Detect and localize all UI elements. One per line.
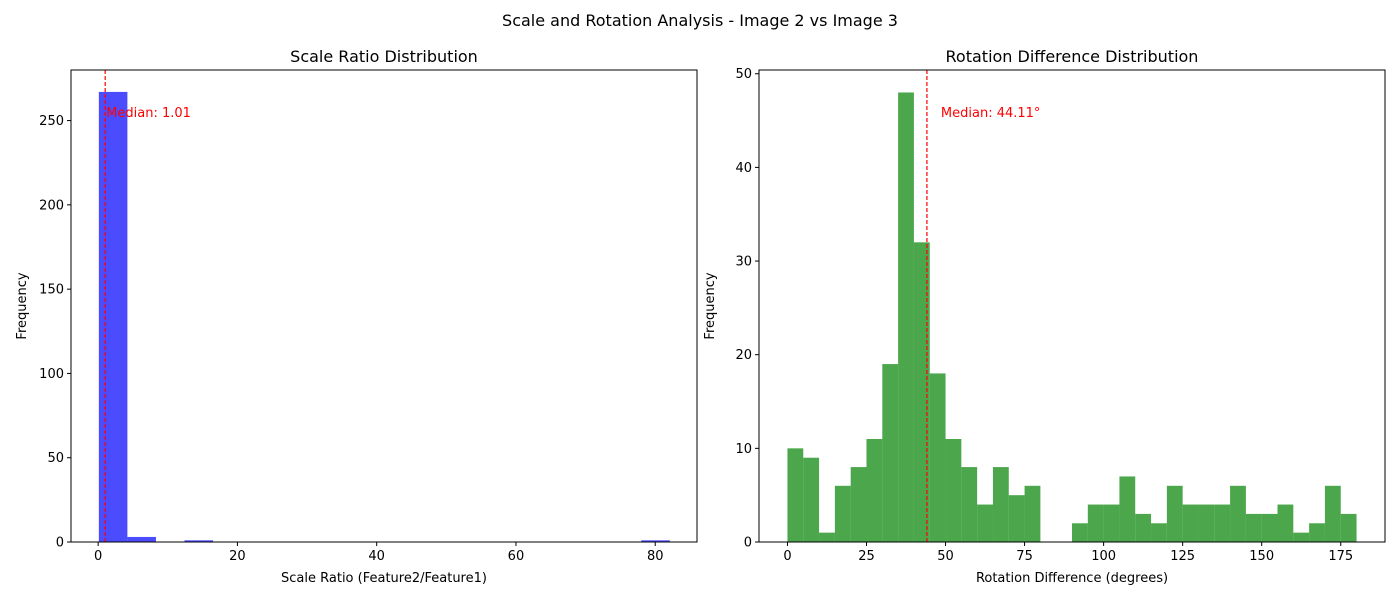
histogram-bar [1008,495,1025,542]
scale-ratio-chart: Median: 1.01 0 20 40 60 80 0 50 100 150 200 250 Scal… [15,47,698,586]
x-tick-label: 25 [858,549,875,564]
histogram-bar [1340,513,1357,542]
histogram-bar [1214,504,1231,542]
histogram-bar [1119,476,1136,542]
y-axis-label: Frequency [15,272,30,339]
histogram-bar [819,532,835,542]
x-tick-label: 80 [647,549,664,564]
y-tick-label: 40 [735,161,752,176]
y-axis-label: Frequency [703,272,718,339]
histogram-bar [834,485,851,542]
histogram-bar [641,540,670,542]
x-tick-label: 100 [1091,549,1116,564]
y-tick-label: 30 [735,255,752,270]
y-tick-label: 200 [39,198,64,213]
histogram-bar [803,457,820,542]
x-tick-label: 125 [1170,549,1195,564]
histogram-bar [1103,504,1120,542]
y-tick-label: 10 [735,442,752,457]
histogram-bar [913,242,930,543]
histogram-bar [1309,523,1325,542]
x-tick-label: 0 [783,549,791,564]
histogram-bar [1277,504,1294,542]
y-tick-label: 150 [39,283,64,298]
histogram-bar [1230,485,1246,542]
histogram-bar [882,364,899,542]
histogram-bar [98,91,128,543]
axes-frame [758,69,1386,543]
x-tick-label: 0 [94,549,102,564]
histogram-bar [977,504,993,542]
y-tick-label: 0 [56,536,64,551]
histogram-bar [945,438,962,542]
x-tick-label: 20 [229,549,246,564]
chart-title: Scale Ratio Distribution [290,47,478,66]
histogram-bar [1261,513,1278,542]
x-axis-label: Rotation Difference (degrees) [976,571,1168,586]
histogram-bar [1024,485,1041,542]
histogram-bar [1072,523,1088,542]
histogram-bar [1087,504,1104,542]
axes-frame [70,69,698,543]
histogram-bar [1182,504,1199,542]
x-tick-label: 150 [1249,549,1274,564]
histogram-bar [1135,513,1152,542]
histogram-bar [787,448,804,542]
y-tick-label: 50 [47,451,64,466]
histogram-bar [1324,485,1341,542]
y-tick-label: 0 [744,536,752,551]
x-axis-label: Scale Ratio (Feature2/Feature1) [281,571,487,586]
histogram-bar [929,373,946,542]
histogram-bar [184,540,214,542]
histogram-bar [1151,523,1167,542]
y-tick-label: 250 [39,114,64,129]
histogram-bar [850,467,867,542]
histogram-bar [961,467,978,542]
histogram-bar [1166,485,1183,542]
y-tick-label: 100 [39,367,64,382]
histogram-bar [1198,504,1215,542]
x-tick-label: 50 [937,549,954,564]
x-tick-label: 175 [1328,549,1353,564]
histogram-bar [898,92,914,542]
x-tick-label: 60 [508,549,525,564]
median-label: Median: 1.01 [106,106,191,121]
histogram-bar [127,536,156,542]
histogram-bar [866,438,883,542]
chart-title: Rotation Difference Distribution [946,47,1199,66]
rotation-difference-chart: Median: 44.11° 0 25 50 75 100 125 150 175 0 10 20 30… [703,47,1386,586]
figure-title: Scale and Rotation Analysis - Image 2 vs… [502,11,898,30]
histogram-bar [992,467,1009,542]
y-tick-label: 50 [735,67,752,82]
x-tick-label: 75 [1016,549,1033,564]
histogram-bar [1293,532,1310,542]
histogram-bar [1245,513,1262,542]
median-label: Median: 44.11° [941,106,1041,121]
x-tick-label: 40 [368,549,385,564]
y-tick-label: 20 [735,348,752,363]
